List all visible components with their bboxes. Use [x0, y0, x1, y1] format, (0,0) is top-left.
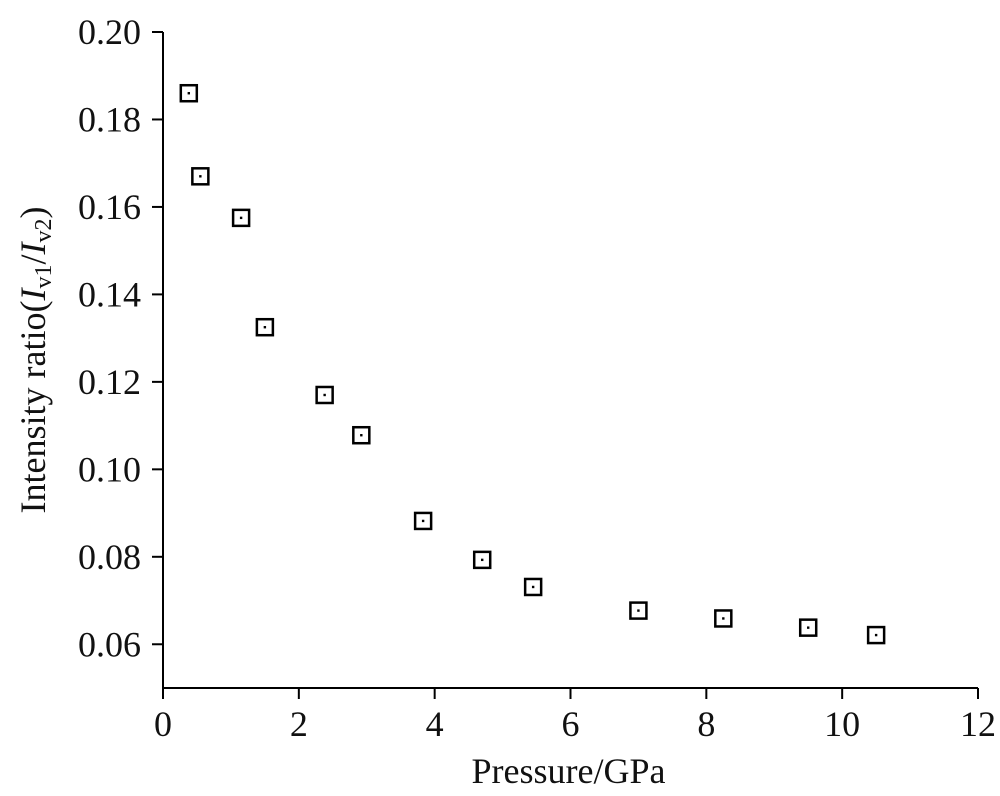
data-point [523, 577, 543, 597]
data-point [629, 601, 648, 620]
x-tick-label: 8 [697, 704, 715, 744]
plot-area: 0.06 0.08 0.10 0.12 0.14 0.16 0.18 0.20 0 2 4 6 8 10… [78, 12, 996, 744]
data-point-center-dot [263, 326, 267, 329]
data-point-center-dot [187, 92, 191, 95]
y-tick-label: 0.06 [78, 624, 141, 664]
data-point [191, 167, 210, 186]
x-tick-label: 4 [426, 704, 444, 744]
x-tick-label: 12 [960, 704, 996, 744]
data-point [179, 83, 199, 103]
data-point-center-dot [360, 434, 363, 437]
y-axis-title-suffix: ) [13, 207, 53, 219]
data-point-center-dot [531, 585, 535, 589]
y-axis-title-denominator-subscript: v2 [31, 219, 57, 243]
x-axis-title: Pressure/GPa [472, 751, 666, 791]
data-point-center-dot [481, 558, 484, 562]
data-point-center-dot [637, 609, 640, 612]
x-tick-label: 2 [290, 704, 308, 744]
y-tick-label: 0.08 [78, 537, 141, 577]
data-point [472, 550, 492, 570]
data-point-center-dot [722, 617, 725, 620]
x-tick-label: 6 [562, 704, 580, 744]
data-point [866, 625, 886, 645]
y-axis-title-slash: / [13, 255, 53, 265]
y-tick-label: 0.20 [78, 12, 141, 52]
data-point [315, 385, 334, 405]
x-tick-label: 10 [824, 704, 860, 744]
data-point-center-dot [199, 175, 202, 178]
y-axis-title: Intensity ratio(Iv1/Iv2) [13, 207, 57, 514]
data-point [714, 609, 733, 628]
y-axis-title-numerator-subscript: v1 [31, 265, 57, 289]
data-point-center-dot [239, 216, 243, 220]
y-tick-label: 0.18 [78, 99, 141, 139]
x-axis-ticks: 0 2 4 6 8 10 12 [154, 688, 996, 744]
data-points [179, 83, 886, 645]
data-point [255, 317, 275, 337]
y-tick-label: 0.10 [78, 449, 141, 489]
y-axis-title-prefix: Intensity ratio( [13, 301, 53, 514]
data-point-center-dot [323, 393, 326, 397]
data-point-center-dot [874, 633, 878, 637]
data-point [231, 208, 251, 228]
data-point [352, 425, 371, 445]
x-tick-label: 0 [154, 704, 172, 744]
data-point [413, 511, 433, 531]
y-axis-title-denominator-symbol: I [13, 241, 53, 256]
data-point [798, 618, 818, 637]
data-point-center-dot [421, 519, 425, 523]
y-tick-label: 0.12 [78, 362, 141, 402]
y-tick-label: 0.16 [78, 187, 141, 227]
y-tick-label: 0.14 [78, 274, 141, 314]
y-axis-title-numerator-symbol: I [13, 287, 53, 302]
data-point-center-dot [807, 626, 810, 629]
y-axis-ticks: 0.06 0.08 0.10 0.12 0.14 0.16 0.18 0.20 [78, 12, 163, 664]
